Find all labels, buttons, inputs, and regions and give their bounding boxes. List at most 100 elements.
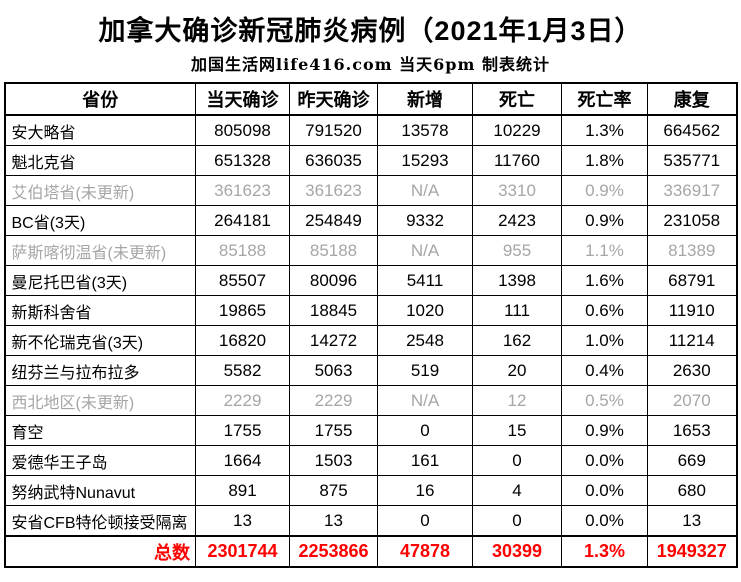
- total-recovered: 1949327: [647, 535, 737, 568]
- header-death-rate: 死亡率: [561, 82, 648, 116]
- recovered-cell: 11214: [647, 325, 737, 356]
- new-cases-cell: 519: [377, 355, 473, 386]
- covid-cases-table: 省份 当天确诊 昨天确诊 新增 死亡 死亡率 康复 安大略省 805098 7915…: [3, 82, 738, 568]
- province-cell: 纽芬兰与拉布拉多: [4, 355, 196, 386]
- recovered-cell: 664562: [647, 114, 737, 146]
- header-deaths: 死亡: [472, 82, 562, 116]
- deaths-cell: 11760: [472, 145, 562, 176]
- new-cases-cell: 0: [377, 415, 473, 446]
- header-row: 省份 当天确诊 昨天确诊 新增 死亡 死亡率 康复: [4, 82, 737, 116]
- yesterday-confirmed-cell: 875: [289, 475, 378, 506]
- today-confirmed-cell: 1664: [195, 445, 290, 476]
- header-recovered: 康复: [647, 82, 737, 116]
- recovered-cell: 680: [647, 475, 737, 506]
- new-cases-cell: 9332: [377, 205, 473, 236]
- table-row: 爱德华王子岛 1664 1503 161 0 0.0% 669: [4, 445, 737, 476]
- new-cases-cell: 1020: [377, 295, 473, 326]
- today-confirmed-cell: 2229: [195, 385, 290, 416]
- new-cases-cell: N/A: [377, 235, 473, 266]
- header-yesterday-confirmed: 昨天确诊: [289, 82, 378, 116]
- province-cell: 艾伯塔省(未更新): [4, 175, 196, 206]
- yesterday-confirmed-cell: 80096: [289, 265, 378, 296]
- province-cell: 萨斯喀彻温省(未更新): [4, 235, 196, 266]
- province-cell: 安省CFB特伦顿接受隔离: [4, 505, 196, 537]
- header-province: 省份: [4, 82, 196, 116]
- yesterday-confirmed-cell: 13: [289, 505, 378, 537]
- deaths-cell: 0: [472, 445, 562, 476]
- total-label: 总数: [4, 535, 196, 568]
- today-confirmed-cell: 891: [195, 475, 290, 506]
- table-row: 西北地区(未更新) 2229 2229 N/A 12 0.5% 2070: [4, 385, 737, 416]
- deaths-cell: 111: [472, 295, 562, 326]
- yesterday-confirmed-cell: 254849: [289, 205, 378, 236]
- table-row: 曼尼托巴省(3天) 85507 80096 5411 1398 1.6% 68791: [4, 265, 737, 296]
- death-rate-cell: 0.9%: [561, 415, 648, 446]
- yesterday-confirmed-cell: 85188: [289, 235, 378, 266]
- today-confirmed-cell: 13: [195, 505, 290, 537]
- table-row: 魁北克省 651328 636035 15293 11760 1.8% 535771: [4, 145, 737, 176]
- death-rate-cell: 1.3%: [561, 114, 648, 146]
- total-row: 总数 2301744 2253866 47878 30399 1.3% 1949…: [4, 535, 737, 568]
- new-cases-cell: N/A: [377, 175, 473, 206]
- today-confirmed-cell: 361623: [195, 175, 290, 206]
- deaths-cell: 10229: [472, 114, 562, 146]
- death-rate-cell: 0.4%: [561, 355, 648, 386]
- death-rate-cell: 1.0%: [561, 325, 648, 356]
- recovered-cell: 68791: [647, 265, 737, 296]
- new-cases-cell: 5411: [377, 265, 473, 296]
- recovered-cell: 336917: [647, 175, 737, 206]
- recovered-cell: 1653: [647, 415, 737, 446]
- recovered-cell: 11910: [647, 295, 737, 326]
- death-rate-cell: 0.6%: [561, 295, 648, 326]
- header-new-cases: 新增: [377, 82, 473, 116]
- death-rate-cell: 0.9%: [561, 205, 648, 236]
- province-cell: 安大略省: [4, 114, 196, 146]
- death-rate-cell: 0.0%: [561, 505, 648, 537]
- table-body: 安大略省 805098 791520 13578 10229 1.3% 664562 魁北克省…: [4, 114, 737, 537]
- yesterday-confirmed-cell: 1755: [289, 415, 378, 446]
- yesterday-confirmed-cell: 18845: [289, 295, 378, 326]
- today-confirmed-cell: 16820: [195, 325, 290, 356]
- death-rate-cell: 0.0%: [561, 445, 648, 476]
- table-row: 育空 1755 1755 0 15 0.9% 1653: [4, 415, 737, 446]
- table-row: 新斯科舍省 19865 18845 1020 111 0.6% 11910: [4, 295, 737, 326]
- death-rate-cell: 0.0%: [561, 475, 648, 506]
- header-today-confirmed: 当天确诊: [195, 82, 290, 116]
- province-cell: 新斯科舍省: [4, 295, 196, 326]
- yesterday-confirmed-cell: 636035: [289, 145, 378, 176]
- today-confirmed-cell: 651328: [195, 145, 290, 176]
- death-rate-cell: 0.5%: [561, 385, 648, 416]
- province-cell: 曼尼托巴省(3天): [4, 265, 196, 296]
- yesterday-confirmed-cell: 5063: [289, 355, 378, 386]
- deaths-cell: 12: [472, 385, 562, 416]
- recovered-cell: 669: [647, 445, 737, 476]
- deaths-cell: 4: [472, 475, 562, 506]
- page-subtitle: 加国生活网life416.com 当天6pm 制表统计: [191, 55, 550, 74]
- province-cell: 西北地区(未更新): [4, 385, 196, 416]
- recovered-cell: 535771: [647, 145, 737, 176]
- total-new-cases: 47878: [377, 535, 473, 568]
- death-rate-cell: 0.9%: [561, 175, 648, 206]
- table-row: 安省CFB特伦顿接受隔离 13 13 0 0 0.0% 13: [4, 505, 737, 537]
- table-row: 纽芬兰与拉布拉多 5582 5063 519 20 0.4% 2630: [4, 355, 737, 386]
- province-cell: 育空: [4, 415, 196, 446]
- new-cases-cell: N/A: [377, 385, 473, 416]
- today-confirmed-cell: 264181: [195, 205, 290, 236]
- deaths-cell: 3310: [472, 175, 562, 206]
- today-confirmed-cell: 85188: [195, 235, 290, 266]
- yesterday-confirmed-cell: 791520: [289, 114, 378, 146]
- province-cell: 魁北克省: [4, 145, 196, 176]
- deaths-cell: 162: [472, 325, 562, 356]
- total-deaths: 30399: [472, 535, 562, 568]
- deaths-cell: 15: [472, 415, 562, 446]
- new-cases-cell: 13578: [377, 114, 473, 146]
- yesterday-confirmed-cell: 361623: [289, 175, 378, 206]
- recovered-cell: 2070: [647, 385, 737, 416]
- table-row: 萨斯喀彻温省(未更新) 85188 85188 N/A 955 1.1% 81389: [4, 235, 737, 266]
- province-cell: BC省(3天): [4, 205, 196, 236]
- recovered-cell: 2630: [647, 355, 737, 386]
- page-title: 加拿大确诊新冠肺炎病例（2021年1月3日）: [98, 16, 643, 46]
- deaths-cell: 2423: [472, 205, 562, 236]
- total-yesterday-confirmed: 2253866: [289, 535, 378, 568]
- new-cases-cell: 0: [377, 505, 473, 537]
